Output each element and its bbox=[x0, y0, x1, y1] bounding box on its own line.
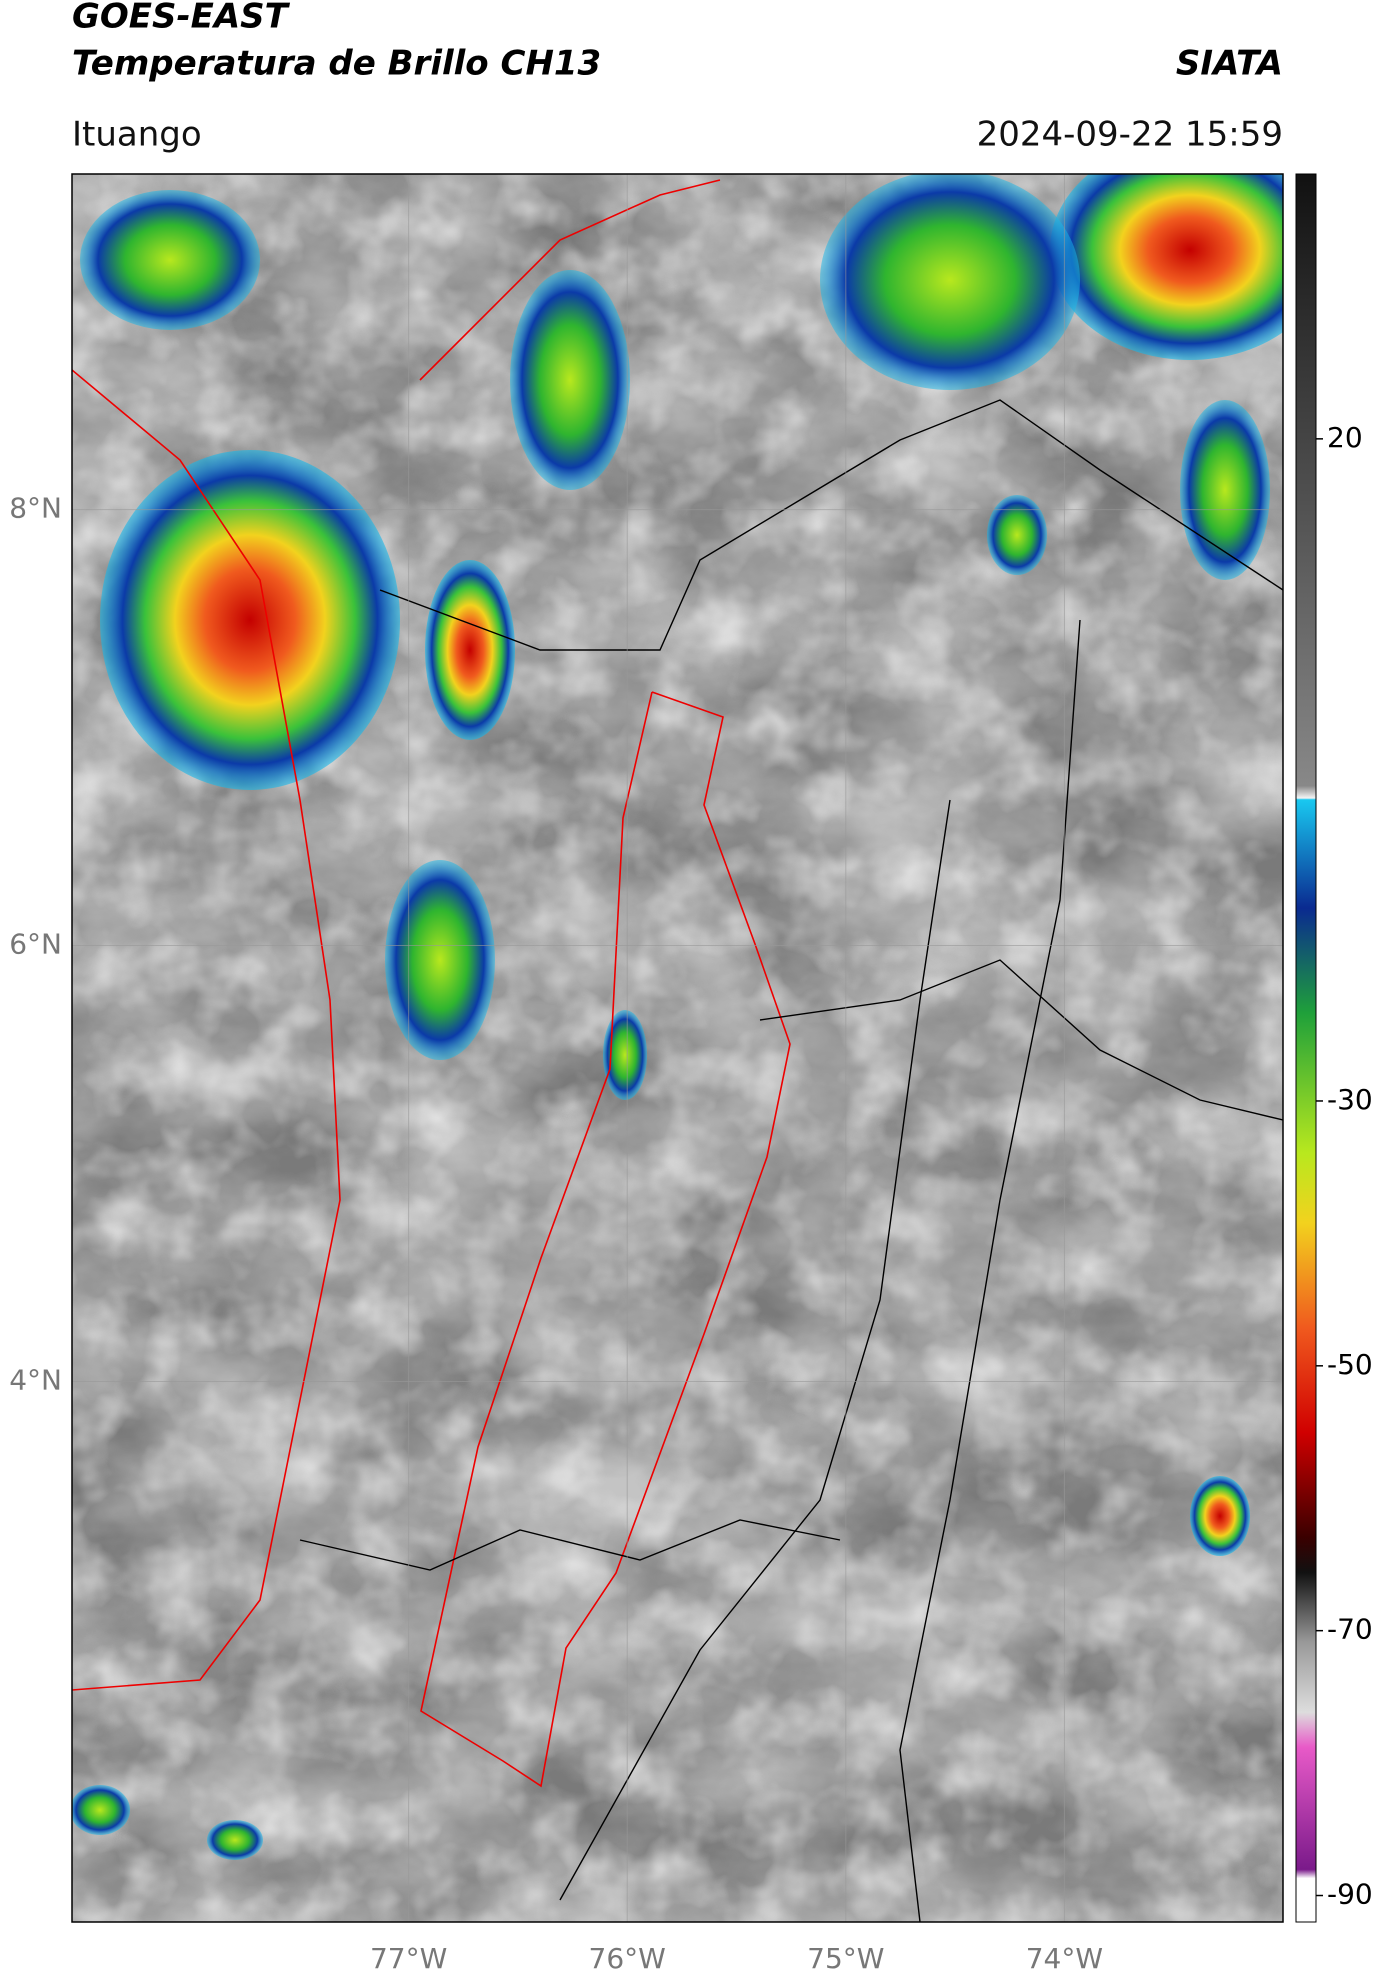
lat-label: 4°N bbox=[9, 1363, 62, 1396]
source: SIATA bbox=[1176, 44, 1283, 84]
colorbar-tick-label: -70 bbox=[1327, 1613, 1373, 1646]
colorbar-tick-label: -90 bbox=[1327, 1878, 1373, 1911]
map-frame bbox=[71, 173, 1284, 1923]
colorbar-tick-label: -50 bbox=[1327, 1348, 1373, 1381]
title: GOES-EAST bbox=[72, 0, 291, 37]
lat-label: 6°N bbox=[9, 928, 62, 961]
lat-label: 8°N bbox=[9, 492, 62, 525]
map-image bbox=[72, 174, 1283, 1922]
datetime: 2024-09-22 15:59 bbox=[977, 115, 1283, 155]
colorbar-tick-label: 20 bbox=[1327, 421, 1363, 454]
colorbar bbox=[1295, 173, 1317, 1923]
subtitle: Temperatura de Brillo CH13 bbox=[72, 44, 601, 84]
lon-label: 77°W bbox=[370, 1942, 447, 1975]
location: Ituango bbox=[72, 115, 202, 155]
lon-label: 75°W bbox=[807, 1942, 884, 1975]
colorbar-tick-label: -30 bbox=[1327, 1083, 1373, 1116]
grid bbox=[72, 174, 1283, 1922]
lon-label: 76°W bbox=[589, 1942, 666, 1975]
lon-label: 74°W bbox=[1026, 1942, 1103, 1975]
